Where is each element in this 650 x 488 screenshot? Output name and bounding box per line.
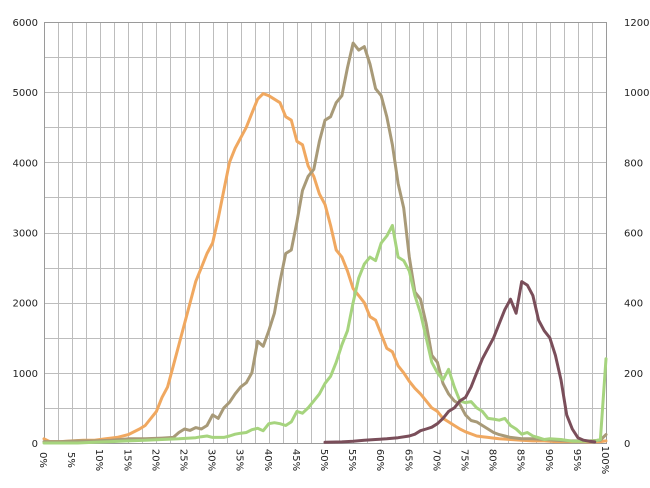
x-tick-label: 70% [430, 449, 441, 471]
y-left-tick-label: 3000 [13, 229, 38, 240]
x-tick-label: 75% [459, 449, 470, 471]
y-left-tick-label: 5000 [13, 88, 38, 99]
x-tick-label: 50% [318, 449, 329, 471]
y-right-tick-label: 400 [624, 299, 643, 310]
x-tick-label: 10% [93, 449, 104, 471]
x-tick-label: 5% [65, 452, 76, 468]
x-tick-label: 85% [515, 449, 526, 471]
y-right-tick-label: 1000 [624, 88, 649, 99]
y-right-tick-label: 200 [624, 369, 643, 380]
y-left-tick-label: 2000 [13, 299, 38, 310]
series-line-3 [42, 224, 608, 445]
series-lines [42, 41, 608, 445]
x-tick-label: 80% [487, 449, 498, 471]
x-tick-label: 100% [599, 446, 610, 475]
x-tick-label: 45% [290, 449, 301, 471]
x-tick-label: 20% [149, 449, 160, 471]
x-tick-label: 95% [571, 449, 582, 471]
y-left-tick-label: 6000 [13, 18, 38, 29]
y-left-tick-label: 0 [32, 439, 38, 450]
x-tick-label: 60% [374, 449, 385, 471]
y-right-tick-label: 800 [624, 158, 643, 169]
x-tick-label: 40% [262, 449, 273, 471]
y-left-tick-label: 4000 [13, 158, 38, 169]
series-line-2 [42, 41, 608, 444]
x-tick-label: 0% [37, 452, 48, 468]
x-tick-label: 90% [543, 449, 554, 471]
y-right-tick-label: 0 [624, 439, 630, 450]
x-tick-label: 15% [121, 449, 132, 471]
x-tick-label: 30% [206, 449, 217, 471]
grid [44, 22, 607, 444]
x-tick-label: 65% [402, 449, 413, 471]
series-line-1 [42, 92, 608, 444]
x-tick-label: 55% [346, 449, 357, 471]
x-axis: 0% 5% 10% 15% 20% 25% 30% 35% 40% 45% 50% 55% 60% 65%… [37, 446, 610, 475]
left-y-axis: 0 1000 2000 3000 4000 5000 6000 [13, 18, 38, 450]
y-left-tick-label: 1000 [13, 369, 38, 380]
x-tick-label: 25% [178, 449, 189, 471]
x-tick-label: 35% [234, 449, 245, 471]
y-right-tick-label: 600 [624, 229, 643, 240]
y-right-tick-label: 1200 [624, 18, 649, 29]
series-line-4 [323, 280, 597, 444]
right-y-axis: 0 200 400 600 800 1000 1200 [624, 18, 649, 450]
